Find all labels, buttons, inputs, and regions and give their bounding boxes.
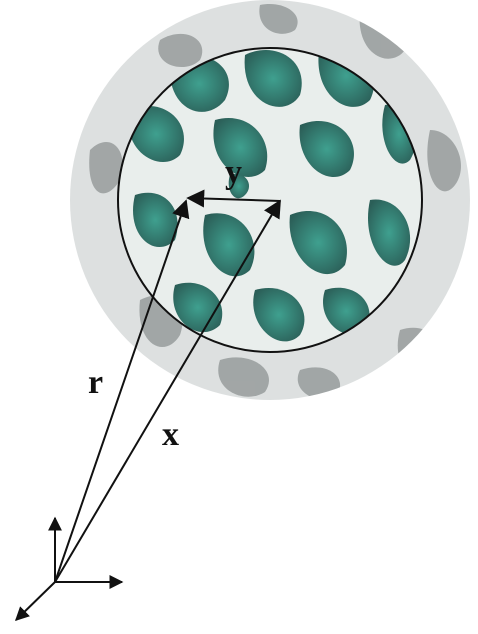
vector-y [186, 189, 281, 208]
vectors [54, 189, 281, 583]
vector-r [54, 199, 190, 583]
label-y: y [225, 154, 242, 191]
origin-axes [14, 516, 124, 621]
label-x: x [162, 416, 179, 453]
inner-region [117, 47, 423, 353]
axis-diagonal [14, 581, 56, 621]
label-r: r [88, 364, 103, 401]
vector-x [54, 199, 281, 583]
